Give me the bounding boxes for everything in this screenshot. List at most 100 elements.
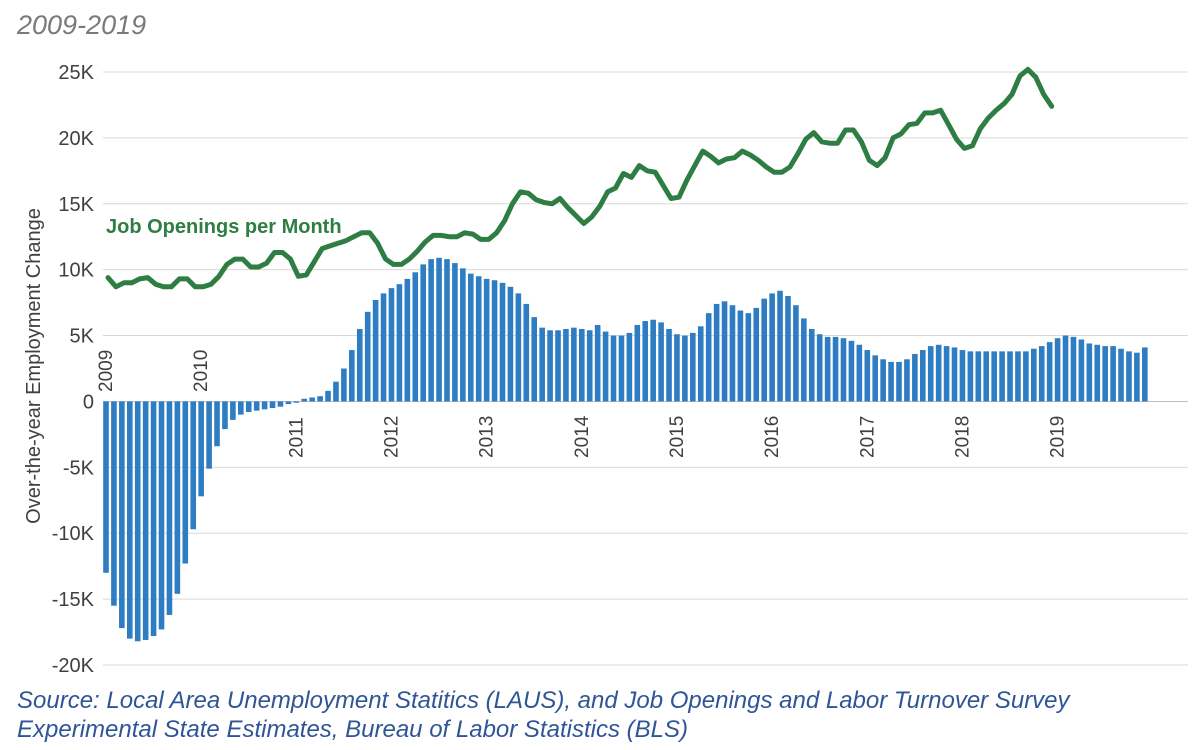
employment-change-bar [1110,346,1116,402]
employment-change-bar [705,313,712,402]
employment-change-bar [586,330,593,402]
x-tick-label: 2019 [1048,416,1069,458]
employment-change-bar [277,401,284,407]
x-tick-label: 2017 [857,416,878,458]
employment-change-bar [888,361,894,402]
employment-change-bar [777,290,783,402]
employment-change-bar [666,328,672,402]
employment-change-bars [103,257,1148,642]
employment-change-bar [317,396,323,402]
employment-change-bar [539,327,545,402]
y-tick-label: -5K [63,457,95,479]
source-line-2: Experimental State Estimates, Bureau of … [17,716,688,743]
employment-change-bar [444,259,450,402]
employment-change-bar [285,401,292,405]
employment-change-bar [269,401,276,409]
employment-change-bar [103,401,109,573]
employment-change-bar [919,350,926,402]
employment-change-bar [388,288,395,402]
source-note: Source: Local Area Unemployment Statitic… [17,686,1192,744]
employment-change-bar [594,325,601,402]
employment-change-bar [174,401,181,594]
employment-change-bar [975,351,982,402]
employment-change-bar [364,311,371,402]
employment-change-bar [658,322,664,402]
employment-change-bar [801,318,807,402]
employment-change-bar [563,328,569,402]
employment-change-bar [499,282,506,402]
y-tick-label: 10K [58,260,94,282]
employment-change-bar [824,336,831,402]
employment-change-bar [214,401,220,447]
y-tick-label: 5K [70,326,95,348]
employment-change-bar [1054,338,1061,402]
employment-change-bar [880,359,886,402]
employment-change-bar [1038,346,1045,402]
employment-change-bar [713,303,720,402]
employment-change-bar [190,401,197,530]
employment-change-bar [912,354,918,402]
employment-change-bar [420,264,426,402]
employment-change-bar [412,272,419,402]
employment-change-bar [721,301,728,402]
chart-subtitle: 2009-2019 [17,10,147,40]
employment-change-bar [341,368,347,402]
y-tick-label: 0 [83,391,94,413]
employment-change-bar [483,278,490,402]
x-tick-label: 2010 [191,350,212,392]
employment-change-bar [166,401,173,615]
job-openings-line [105,66,1055,290]
employment-change-bar [325,390,331,402]
employment-change-bar [832,336,839,402]
employment-change-bar [761,298,767,402]
employment-change-bar [158,401,165,630]
chart-area: 25K 20K 15K 10K 5K 0 -5K -10K -15K -20K Over-the-… [23,62,1188,677]
y-tick-label: -10K [52,523,95,545]
employment-change-bar [682,335,688,402]
employment-change-bar [238,401,244,415]
employment-change-bar [467,273,474,402]
employment-change-bar [253,401,260,411]
x-tick-label: 2011 [286,417,307,458]
x-tick-label: 2014 [572,415,593,458]
employment-change-bar [808,328,815,402]
employment-change-bar [610,335,617,402]
employment-change-bar [872,355,879,402]
x-tick-label: 2015 [667,416,688,458]
employment-change-bar [404,278,411,402]
employment-change-bar [475,276,482,402]
employment-change-bar [816,334,823,402]
employment-change-bar [1062,335,1069,402]
x-tick-label: 2013 [477,416,498,458]
employment-change-bar [626,332,633,402]
employment-change-bar [356,328,363,402]
employment-change-bar [785,296,791,402]
y-tick-label: -15K [52,589,95,611]
employment-change-bar [452,263,458,402]
employment-change-bar [1126,351,1132,402]
employment-change-bar [142,401,149,640]
employment-change-bar [515,293,522,402]
employment-change-bar [547,330,553,402]
employment-change-bar [904,359,910,402]
employment-change-bar [126,401,133,639]
employment-change-bar [1015,351,1021,402]
employment-change-bar [674,334,680,402]
y-tick-label: -20K [52,655,95,677]
employment-change-bar [333,381,339,402]
employment-change-bar [1086,343,1093,402]
employment-change-bar [436,257,442,402]
y-tick-label: 20K [58,128,94,150]
employment-change-bar [769,293,775,402]
employment-change-bar [1070,336,1077,402]
employment-change-bar [642,321,649,402]
employment-change-bar [840,338,847,402]
employment-change-bar [1046,342,1053,402]
employment-change-bar [222,401,228,430]
employment-change-bar [428,259,434,402]
employment-change-bar [349,350,355,402]
employment-change-bar [856,344,863,402]
employment-change-bar [555,330,561,402]
employment-change-bar [182,401,189,564]
employment-change-bar [1142,347,1148,402]
